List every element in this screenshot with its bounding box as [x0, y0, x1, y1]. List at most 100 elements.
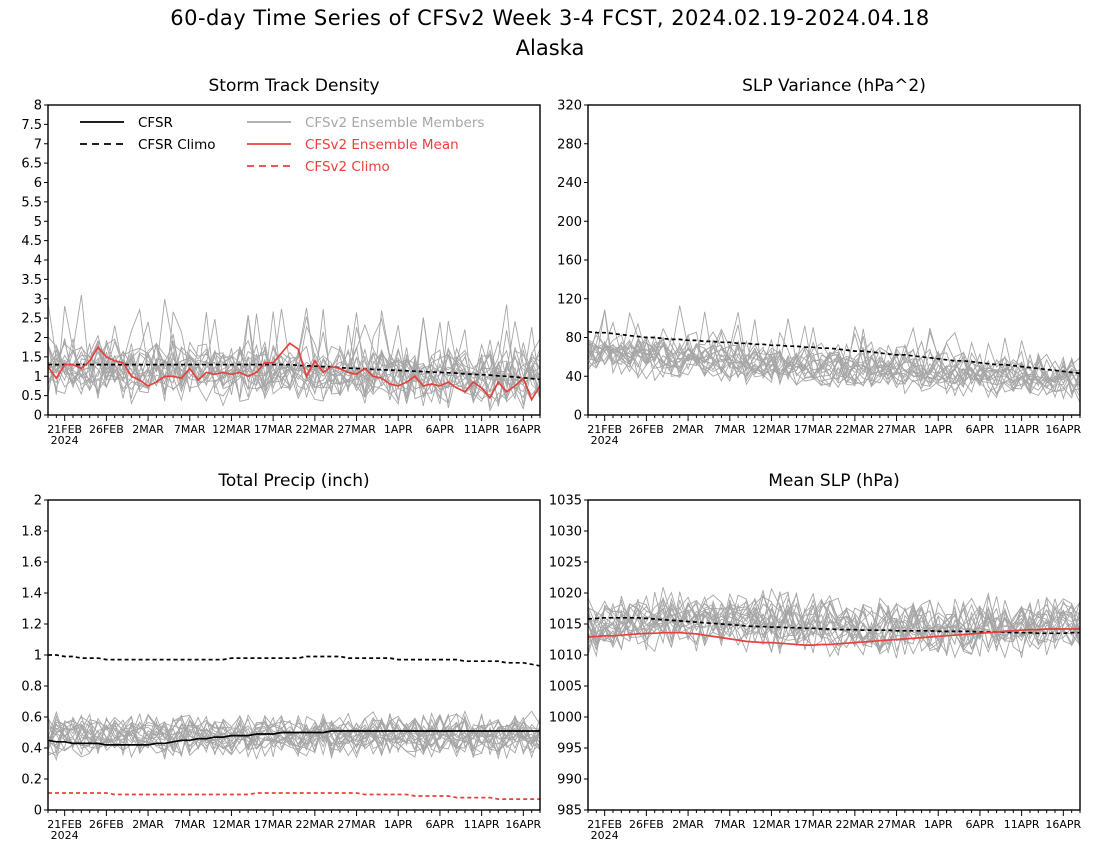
- x-tick-label: 27MAR: [337, 818, 376, 831]
- ensemble-member-line: [47, 338, 541, 404]
- ensemble-member-line: [47, 323, 541, 400]
- x-tick-label: 21FEB: [47, 818, 82, 831]
- y-tick-label: 3: [34, 292, 42, 307]
- ensemble-member-line: [587, 322, 1081, 403]
- ensemble-member-line: [47, 312, 541, 403]
- ensemble-member-line: [587, 591, 1081, 658]
- x-tick-label: 22MAR: [296, 818, 335, 831]
- ensemble-members: [587, 587, 1081, 659]
- x-tick-label: 7MAR: [174, 818, 206, 831]
- series-cfsr: [47, 730, 540, 746]
- x-tick-label: 1APR: [924, 818, 953, 831]
- y-tick-label: 0: [574, 409, 582, 424]
- plot-frame: [587, 499, 1081, 811]
- x-tick-label: 26FEB: [89, 423, 124, 436]
- legend-label: CFSR: [138, 115, 173, 131]
- x-tick-label: 16APR: [505, 818, 541, 831]
- y-tick-label: 5.5: [21, 195, 42, 210]
- y-tick-label: 240: [557, 176, 582, 191]
- x-tick-label: 22MAR: [296, 423, 335, 436]
- plot-frame: [47, 499, 541, 811]
- y-tick-label: 1000: [549, 711, 582, 726]
- y-tick-label: 0.2: [21, 773, 42, 788]
- x-tick-label: 17MAR: [254, 423, 293, 436]
- legend-label: CFSv2 Climo: [305, 159, 390, 175]
- ensemble-member-line: [587, 601, 1081, 650]
- ensemble-member-line: [587, 324, 1081, 397]
- y-tick-label: 1: [34, 370, 42, 385]
- y-tick-label: 1.5: [21, 350, 42, 365]
- y-tick-label: 1030: [549, 525, 582, 540]
- x-tick-label: 7MAR: [714, 423, 746, 436]
- x-tick-label: 26FEB: [629, 423, 664, 436]
- x-tick-label: 26FEB: [89, 818, 124, 831]
- y-tick-label: 1010: [549, 649, 582, 664]
- y-tick-label: 160: [557, 254, 582, 269]
- x-tick-label: 17MAR: [794, 818, 833, 831]
- x-tick-label: 11APR: [464, 423, 500, 436]
- ensemble-member-line: [47, 714, 541, 760]
- ensemble-member-line: [47, 712, 541, 758]
- x-tick-label: 1APR: [384, 818, 413, 831]
- x-tick-label: 1APR: [384, 423, 413, 436]
- x-tick-label: 11APR: [1004, 423, 1040, 436]
- x-tick-label: 7MAR: [714, 818, 746, 831]
- y-tick-label: 1025: [549, 556, 582, 571]
- y-tick-label: 320: [557, 99, 582, 114]
- y-tick-label: 280: [557, 137, 582, 152]
- legend-label: CFSv2 Ensemble Mean: [305, 137, 459, 153]
- series-cfsr-climo: [48, 654, 541, 667]
- legend-label: CFSR Climo: [138, 137, 216, 153]
- ensemble-member-line: [47, 304, 541, 406]
- ensemble-member-line: [587, 330, 1081, 397]
- y-tick-label: 200: [557, 215, 582, 230]
- x-tick-label: 6APR: [426, 423, 455, 436]
- series-cfsv2-climo: [48, 792, 540, 800]
- y-tick-label: 5: [34, 215, 42, 230]
- x-tick-label: 21FEB: [47, 423, 82, 436]
- ensemble-member-line: [587, 311, 1081, 385]
- ensemble-members: [47, 710, 541, 762]
- x-tick-label: 21FEB: [587, 423, 622, 436]
- x-tick-year: 2024: [51, 434, 79, 447]
- ensemble-members: [587, 305, 1081, 403]
- y-tick-label: 80: [565, 331, 582, 346]
- y-tick-label: 1015: [549, 618, 582, 633]
- x-tick-label: 17MAR: [794, 423, 833, 436]
- x-tick-label: 27MAR: [877, 818, 916, 831]
- x-tick-label: 17MAR: [254, 818, 293, 831]
- x-tick-label: 16APR: [505, 423, 541, 436]
- x-tick-year: 2024: [591, 434, 619, 447]
- y-tick-label: 6.5: [21, 157, 42, 172]
- x-tick-label: 12MAR: [212, 818, 251, 831]
- y-tick-label: 2: [34, 494, 42, 509]
- y-tick-label: 1035: [549, 494, 582, 509]
- x-tick-label: 26FEB: [629, 818, 664, 831]
- series-cfsr-climo: [48, 363, 541, 381]
- ensemble-member-line: [587, 591, 1081, 655]
- x-tick-label: 2MAR: [672, 818, 704, 831]
- x-tick-label: 2MAR: [672, 423, 704, 436]
- x-tick-label: 12MAR: [212, 423, 251, 436]
- x-tick-label: 1APR: [924, 423, 953, 436]
- y-tick-label: 985: [557, 804, 582, 819]
- y-tick-label: 7: [34, 137, 42, 152]
- x-tick-year: 2024: [591, 829, 619, 842]
- x-tick-label: 7MAR: [174, 423, 206, 436]
- series-cfsv2-ensemble-mean: [587, 628, 1080, 646]
- y-tick-label: 2.5: [21, 312, 42, 327]
- y-tick-label: 1: [34, 649, 42, 664]
- x-tick-label: 22MAR: [836, 423, 875, 436]
- panel-title: Total Precip (inch): [217, 471, 369, 491]
- y-tick-label: 4.5: [21, 234, 42, 249]
- ensemble-member-line: [587, 597, 1081, 658]
- series-cfsr-climo: [587, 330, 1081, 375]
- y-tick-label: 0.8: [21, 680, 42, 695]
- y-tick-label: 40: [565, 370, 582, 385]
- x-tick-label: 16APR: [1045, 423, 1081, 436]
- y-tick-label: 990: [557, 773, 582, 788]
- y-tick-label: 0: [34, 409, 42, 424]
- x-tick-label: 11APR: [1004, 818, 1040, 831]
